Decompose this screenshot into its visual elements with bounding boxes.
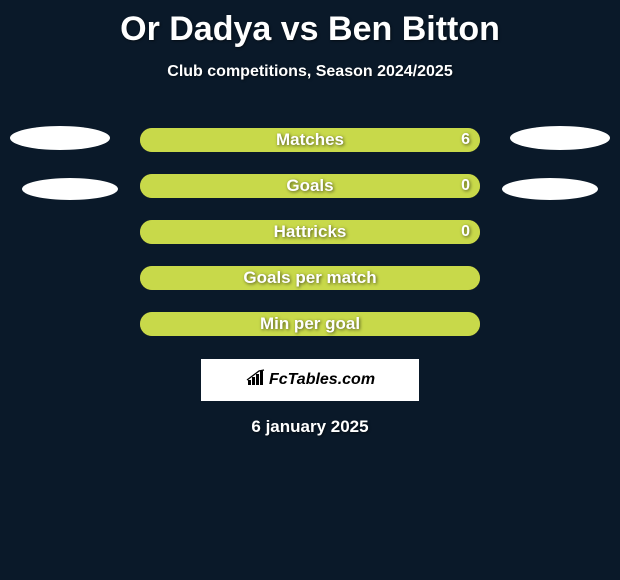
stat-label: Min per goal xyxy=(0,314,620,334)
date-label: 6 january 2025 xyxy=(0,417,620,437)
stat-row: Min per goal xyxy=(0,301,620,347)
stat-value: 0 xyxy=(461,223,470,241)
stat-value: 6 xyxy=(461,131,470,149)
watermark-label: FcTables.com xyxy=(245,369,375,392)
page-subtitle: Club competitions, Season 2024/2025 xyxy=(0,63,620,81)
stat-label: Hattricks xyxy=(0,222,620,242)
stat-row: Goals per match xyxy=(0,255,620,301)
watermark-text: FcTables.com xyxy=(269,371,375,389)
stat-label: Matches xyxy=(0,130,620,150)
page-title: Or Dadya vs Ben Bitton xyxy=(0,0,620,49)
stat-label: Goals per match xyxy=(0,268,620,288)
watermark: FcTables.com xyxy=(201,359,419,401)
stats-container: Matches6Goals0Hattricks0Goals per matchM… xyxy=(0,117,620,347)
stat-row: Hattricks0 xyxy=(0,209,620,255)
stat-label: Goals xyxy=(0,176,620,196)
stat-row: Goals0 xyxy=(0,163,620,209)
stat-row: Matches6 xyxy=(0,117,620,163)
stat-value: 0 xyxy=(461,177,470,195)
chart-icon xyxy=(245,369,267,392)
